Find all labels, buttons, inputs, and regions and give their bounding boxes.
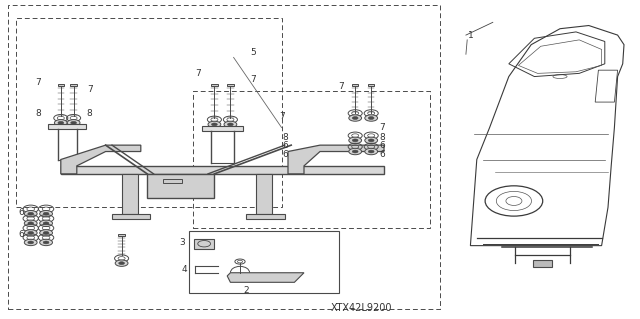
Text: 8: 8 [87,109,92,118]
Bar [118,234,125,236]
Circle shape [43,232,49,234]
Circle shape [228,123,233,126]
Text: 6: 6 [19,230,24,239]
Circle shape [369,139,374,142]
Circle shape [43,241,49,244]
Text: 2: 2 [244,286,249,295]
Text: XTX42L9200: XTX42L9200 [331,303,392,313]
Bar [70,84,77,86]
Polygon shape [122,174,138,214]
Circle shape [43,212,49,215]
Circle shape [40,230,52,236]
Polygon shape [288,145,384,174]
Text: 6: 6 [19,208,24,217]
Polygon shape [227,273,304,282]
Circle shape [211,123,218,126]
Polygon shape [61,145,141,174]
Bar [211,84,218,86]
Circle shape [28,241,34,244]
Circle shape [40,220,52,226]
Circle shape [208,121,221,128]
Circle shape [43,222,49,225]
Circle shape [67,120,80,126]
Circle shape [365,137,378,144]
Bar [227,84,234,86]
Text: 6: 6 [282,150,287,159]
Text: 7: 7 [380,123,385,132]
Circle shape [71,122,77,124]
Text: 4: 4 [182,265,187,274]
Text: 7: 7 [250,75,255,84]
Circle shape [40,211,52,217]
Circle shape [28,222,34,225]
Bar [58,84,64,86]
Circle shape [349,148,362,155]
Text: 6: 6 [282,141,287,150]
Circle shape [365,115,378,121]
Polygon shape [147,174,214,198]
Bar [8,5,440,309]
Text: 1: 1 [468,31,473,40]
Bar [368,84,374,86]
Text: 5: 5 [250,48,255,57]
Text: 8: 8 [282,133,287,142]
Circle shape [119,262,124,265]
Circle shape [24,230,37,236]
Text: 8: 8 [36,109,41,118]
Text: 3: 3 [180,238,185,247]
Bar [352,84,358,86]
Circle shape [349,115,362,121]
Polygon shape [48,124,86,129]
Text: 6: 6 [380,141,385,150]
Polygon shape [246,214,285,219]
Circle shape [369,117,374,119]
Circle shape [28,212,34,215]
Text: 7: 7 [87,85,92,94]
Polygon shape [202,126,243,131]
Bar [533,260,552,267]
Circle shape [353,139,358,142]
Text: 7: 7 [279,112,284,121]
Text: 8: 8 [380,133,385,142]
Text: 7: 7 [36,78,41,87]
Circle shape [365,148,378,155]
Circle shape [224,121,237,128]
Circle shape [58,122,64,124]
Polygon shape [256,174,272,214]
Text: 7: 7 [196,69,201,78]
Bar [157,177,205,195]
Circle shape [24,220,37,226]
Circle shape [28,232,34,234]
Circle shape [24,211,37,217]
Polygon shape [61,166,384,174]
Polygon shape [112,214,150,219]
Bar [193,91,430,228]
Circle shape [353,150,358,153]
Circle shape [353,117,358,119]
Circle shape [349,137,362,144]
Text: 7: 7 [339,82,344,91]
Circle shape [54,120,67,126]
Text: 6: 6 [380,150,385,159]
Circle shape [40,239,52,246]
FancyBboxPatch shape [194,239,214,249]
Polygon shape [163,179,182,183]
Circle shape [115,260,128,266]
Circle shape [369,150,374,153]
Bar [16,18,282,207]
Circle shape [24,239,37,246]
Bar [189,231,339,293]
